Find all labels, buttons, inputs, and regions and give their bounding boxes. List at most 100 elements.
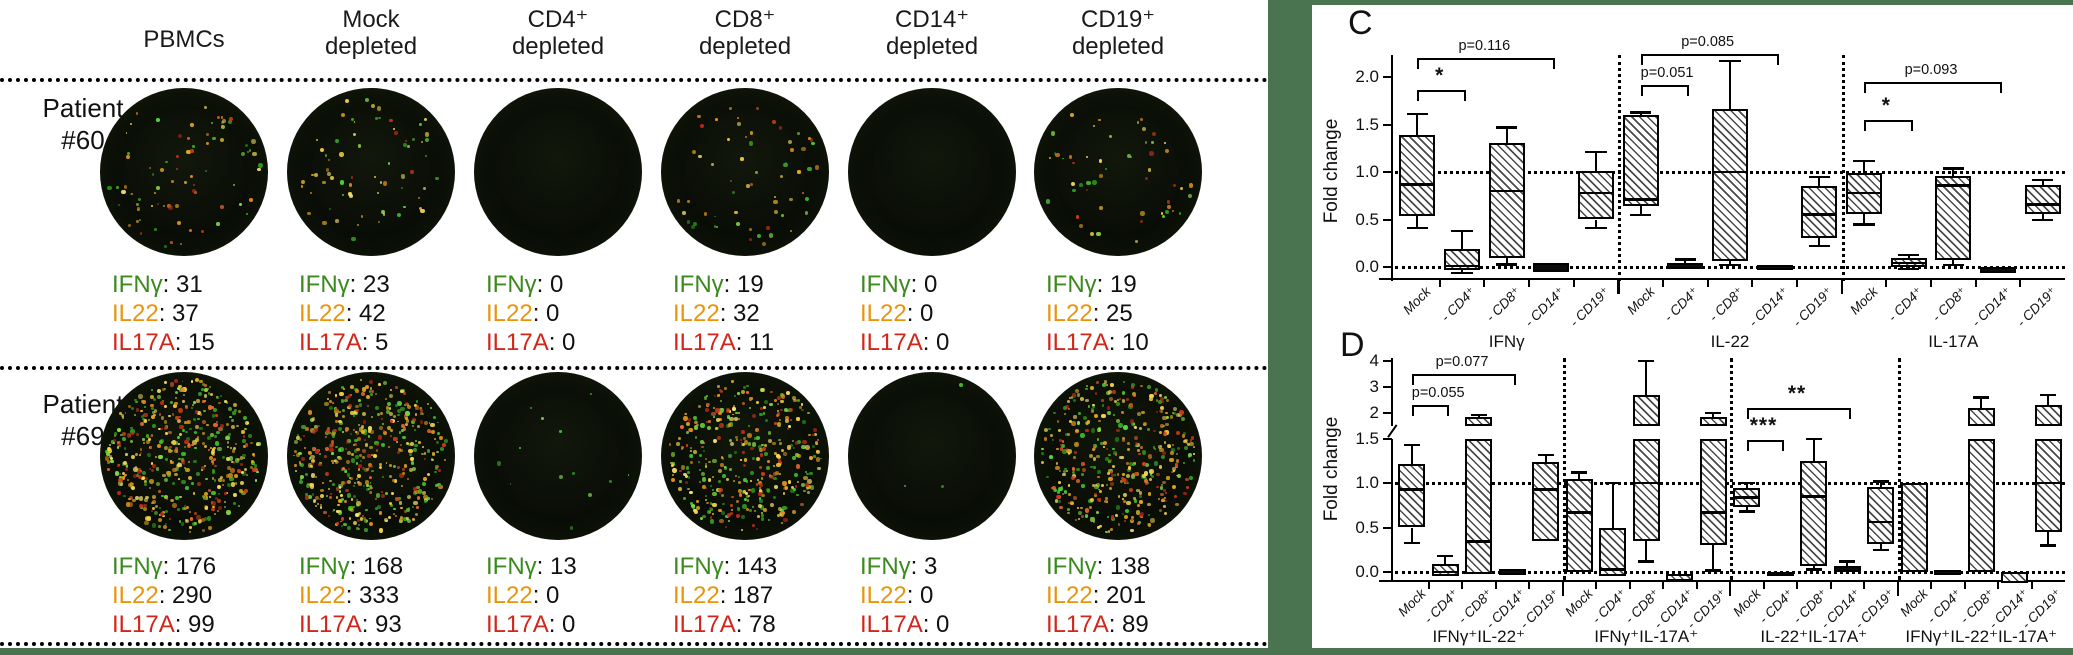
- box-plot-box: [1498, 569, 1526, 575]
- whisker-cap: [1537, 453, 1554, 456]
- x-axis-tick: [1930, 580, 1932, 589]
- whisker: [1684, 259, 1687, 264]
- y-axis-line: [1391, 438, 1394, 580]
- box-plot-box: [2034, 438, 2062, 532]
- x-axis-tick: [1885, 278, 1888, 287]
- column-header: CD19⁺ depleted: [1071, 6, 1165, 60]
- whisker: [1745, 483, 1748, 489]
- separator-dotted-line: [0, 78, 1268, 82]
- whisker: [1645, 540, 1648, 562]
- cytokine-label: IL22: [1046, 582, 1093, 609]
- x-axis-group-tick: [1617, 278, 1620, 294]
- y-tick: [1383, 526, 1392, 529]
- elispot-well: [287, 372, 455, 540]
- x-axis-tick: [1997, 580, 1999, 589]
- box-plot-box: [1622, 115, 1659, 207]
- whisker-cap: [1403, 443, 1420, 447]
- whisker-cap: [1872, 548, 1889, 552]
- cytokine-label: IL17A: [299, 611, 362, 638]
- whisker-cap: [1674, 258, 1697, 261]
- p-value-label: p=0.116: [1458, 38, 1511, 54]
- whisker-cap: [1571, 471, 1588, 474]
- median-line: [1599, 568, 1627, 571]
- whisker: [1980, 397, 1983, 408]
- fold-change-ylabel-d: Fold change: [1321, 416, 1342, 522]
- y-tick-label: 3: [1369, 377, 1379, 396]
- whisker-cap: [1629, 213, 1652, 217]
- count-value: : 290: [158, 582, 213, 609]
- count-value: : 37: [158, 300, 199, 327]
- x-axis-tick: [1963, 580, 1966, 589]
- cytokine-count-line: IL17A: 0: [860, 328, 949, 357]
- whisker: [1416, 215, 1419, 229]
- box-plot-box: [1900, 483, 1928, 572]
- significance-bracket: [1746, 407, 1852, 419]
- whisker-cap: [1719, 59, 1741, 63]
- whisker: [1611, 483, 1614, 529]
- x-axis-tick: [1427, 580, 1430, 589]
- y-tick: [1383, 571, 1392, 574]
- box-plot-box: [1632, 438, 1660, 541]
- whisker-cap: [1808, 245, 1831, 248]
- y-tick-label: 2: [1369, 403, 1379, 422]
- x-axis-group-tick: [1840, 278, 1844, 294]
- y-tick: [1383, 386, 1392, 389]
- elispot-well: [100, 372, 268, 540]
- whisker: [1578, 472, 1581, 480]
- p-value-label: p=0.077: [1435, 354, 1489, 370]
- whisker-cap: [1853, 159, 1875, 162]
- count-value: : 15: [174, 329, 215, 356]
- significance-stars: *: [1881, 93, 1891, 117]
- whisker-cap: [1638, 560, 1655, 563]
- cytokine-count-line: IL22: 187: [673, 581, 773, 610]
- whisker: [1460, 269, 1464, 273]
- whisker: [1416, 114, 1419, 135]
- y-tick: [1383, 171, 1392, 174]
- column-header: CD8⁺ depleted: [698, 6, 792, 60]
- whisker: [1505, 127, 1508, 143]
- whisker-cap: [1853, 223, 1875, 226]
- cytokine-label: IL17A: [486, 611, 549, 638]
- whisker-cap: [1705, 569, 1722, 572]
- whisker-cap: [1403, 541, 1420, 545]
- count-value: : 0: [922, 329, 950, 356]
- column-header: PBMCs: [143, 26, 225, 53]
- group-label: IL-22⁺IL-17A⁺: [1760, 627, 1868, 646]
- cytokine-label: IFNγ: [112, 271, 163, 298]
- count-value: : 78: [735, 611, 776, 638]
- median-line: [1801, 213, 1838, 217]
- whisker-cap: [1738, 482, 1755, 485]
- whisker-cap: [1638, 360, 1655, 363]
- y-axis-line: [1391, 55, 1394, 281]
- significance-bracket: [1864, 119, 1913, 131]
- x-axis-tick: [1628, 580, 1631, 589]
- whisker-cap: [1738, 510, 1755, 513]
- count-value: : 187: [719, 582, 774, 609]
- cytokine-label: IL22: [860, 300, 907, 327]
- y-tick-label: 1.5: [1355, 114, 1379, 134]
- median-line: [1565, 511, 1593, 514]
- x-axis-tick: [1572, 278, 1575, 287]
- y-tick-label: 0.5: [1355, 517, 1379, 537]
- box-plot-box: [1667, 263, 1704, 269]
- median-line: [1632, 481, 1660, 485]
- whisker-cap: [1705, 412, 1722, 415]
- whisker: [1812, 565, 1815, 570]
- elispot-well: [100, 88, 268, 256]
- count-value: : 143: [723, 553, 778, 580]
- x-axis-tick: [1595, 580, 1597, 589]
- whisker-cap: [1808, 175, 1831, 179]
- x-axis-tick: [1751, 278, 1754, 287]
- elispot-well: [1034, 88, 1202, 256]
- cytokine-label: IL22: [1046, 300, 1093, 327]
- cytokine-count-line: IFNγ: 138: [1046, 552, 1150, 581]
- cytokine-count-line: IL17A: 78: [673, 610, 776, 639]
- cytokine-count-line: IL17A: 0: [486, 610, 575, 639]
- whisker: [1745, 507, 1748, 512]
- significance-bracket: [1417, 58, 1556, 69]
- x-axis-tick: [1695, 580, 1698, 589]
- x-axis-line: [1379, 580, 2065, 583]
- median-line: [2034, 481, 2062, 485]
- whisker: [1728, 261, 1732, 266]
- cytokine-count-line: IFNγ: 19: [1046, 270, 1137, 299]
